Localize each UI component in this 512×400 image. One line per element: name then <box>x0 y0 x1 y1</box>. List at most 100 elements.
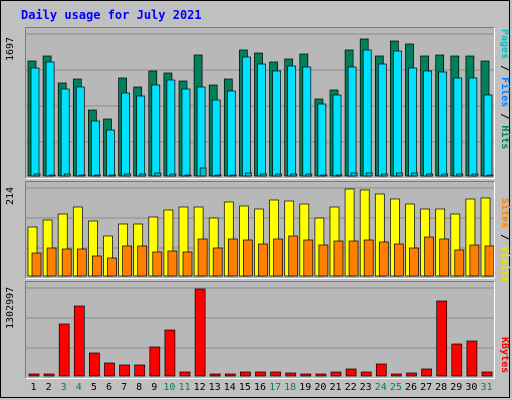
pages-bar <box>471 173 479 177</box>
hits-files-pages-chart <box>26 33 494 177</box>
legend-sep: / <box>499 228 510 247</box>
pages-bar <box>229 174 237 177</box>
pages-bar <box>380 173 388 177</box>
day-label: 29 <box>450 382 463 393</box>
kbytes-bar <box>89 352 100 377</box>
pages-bar <box>365 172 373 177</box>
sites-bar <box>288 235 299 277</box>
kbytes-bar <box>421 368 432 377</box>
sites-bar <box>152 251 163 277</box>
sites-visits-chart <box>26 187 494 277</box>
kbytes-bar <box>73 305 85 377</box>
files-bar <box>483 94 493 177</box>
kbytes-bar <box>300 373 312 377</box>
day-label: 11 <box>178 382 191 393</box>
kbytes-bar <box>149 346 161 377</box>
pages-bar <box>184 174 192 177</box>
day-label: 18 <box>284 382 297 393</box>
files-bar <box>106 129 115 177</box>
day-label: 21 <box>329 382 342 393</box>
sites-bar <box>424 236 434 277</box>
day-label: 9 <box>151 382 158 393</box>
kbytes-bar <box>436 300 448 377</box>
pages-bar <box>94 174 101 177</box>
day-label: 4 <box>75 382 82 393</box>
files-bar <box>468 77 478 177</box>
sites-bar <box>469 244 480 277</box>
files-bar <box>393 50 402 177</box>
sites-bar <box>454 249 465 277</box>
pages-bar <box>335 174 343 177</box>
visits-ymax-label: 214 <box>5 186 16 205</box>
sites-bar <box>348 240 359 277</box>
kbytes-bar <box>255 371 266 377</box>
kbytes-bar <box>224 373 236 377</box>
sites-bar <box>258 243 268 277</box>
x-axis-day-labels: 1 2 3 4 5 6 7 8 9 10 11 12 13 14 15 16 17 18 19 20 21 22 23 24 2… <box>25 382 493 396</box>
sites-bar <box>31 252 42 277</box>
legend-sites: Sites <box>499 198 510 229</box>
files-bar <box>196 86 206 177</box>
sites-bar <box>394 243 404 277</box>
files-bar <box>347 66 357 177</box>
files-bar <box>211 99 221 177</box>
files-bar <box>377 63 387 177</box>
files-bar <box>60 88 70 177</box>
day-label: 20 <box>314 382 327 393</box>
pages-bar <box>456 173 464 177</box>
legend-visits: Visits <box>499 246 510 283</box>
kbytes-bar <box>315 373 327 377</box>
day-label: 6 <box>105 382 113 393</box>
files-bar <box>166 79 176 177</box>
pages-bar <box>199 167 207 177</box>
day-label: 12 <box>193 382 206 393</box>
pages-bar <box>124 173 131 177</box>
kbytes-bar <box>406 372 417 377</box>
kbytes-bar <box>285 372 297 377</box>
sites-bar <box>197 238 208 277</box>
pages-bar <box>396 172 403 177</box>
kbytes-bar <box>360 371 372 377</box>
files-bar <box>317 103 327 177</box>
kbytes-ymax-label: 1302997 <box>5 286 16 329</box>
day-label: 22 <box>344 382 357 393</box>
hits-ymax-label: 1697 <box>5 36 16 61</box>
legend-kbytes: KBytes <box>499 337 510 374</box>
files-bar <box>302 66 312 177</box>
pages-bar <box>109 174 116 177</box>
pages-bar <box>33 173 41 177</box>
pages-bar <box>214 174 222 177</box>
sites-bar <box>484 245 494 277</box>
files-bar <box>136 95 146 177</box>
sites-bar <box>318 244 329 277</box>
kbytes-bar <box>119 364 130 377</box>
day-label: 5 <box>90 382 97 393</box>
kbytes-chart <box>26 287 494 377</box>
kbytes-bar <box>58 323 70 377</box>
sites-bar <box>409 247 419 277</box>
kbytes-bar <box>391 373 402 377</box>
files-bar <box>287 65 297 177</box>
legend-mid: Sites / Visits <box>499 198 510 282</box>
legend-hits: Hits <box>499 125 510 150</box>
sites-bar <box>92 255 102 277</box>
hits-files-pages-panel <box>25 27 495 179</box>
day-label: 14 <box>223 382 236 393</box>
sites-bar <box>107 257 117 277</box>
day-label: 1 <box>30 382 37 393</box>
files-bar <box>151 84 161 177</box>
pages-bar <box>486 174 494 177</box>
legend-sep: / <box>499 59 510 78</box>
day-label: 17 <box>269 382 282 393</box>
day-label: 30 <box>465 382 478 393</box>
day-label: 2 <box>45 382 52 393</box>
pages-bar <box>260 173 267 177</box>
sites-bar <box>167 250 178 277</box>
kbytes-bar <box>28 373 40 377</box>
sites-bar <box>303 239 314 277</box>
legend-bottom: KBytes <box>499 337 510 373</box>
files-bar <box>332 94 342 177</box>
files-bar <box>362 49 372 177</box>
pages-bar <box>290 173 298 177</box>
day-label: 13 <box>208 382 221 393</box>
